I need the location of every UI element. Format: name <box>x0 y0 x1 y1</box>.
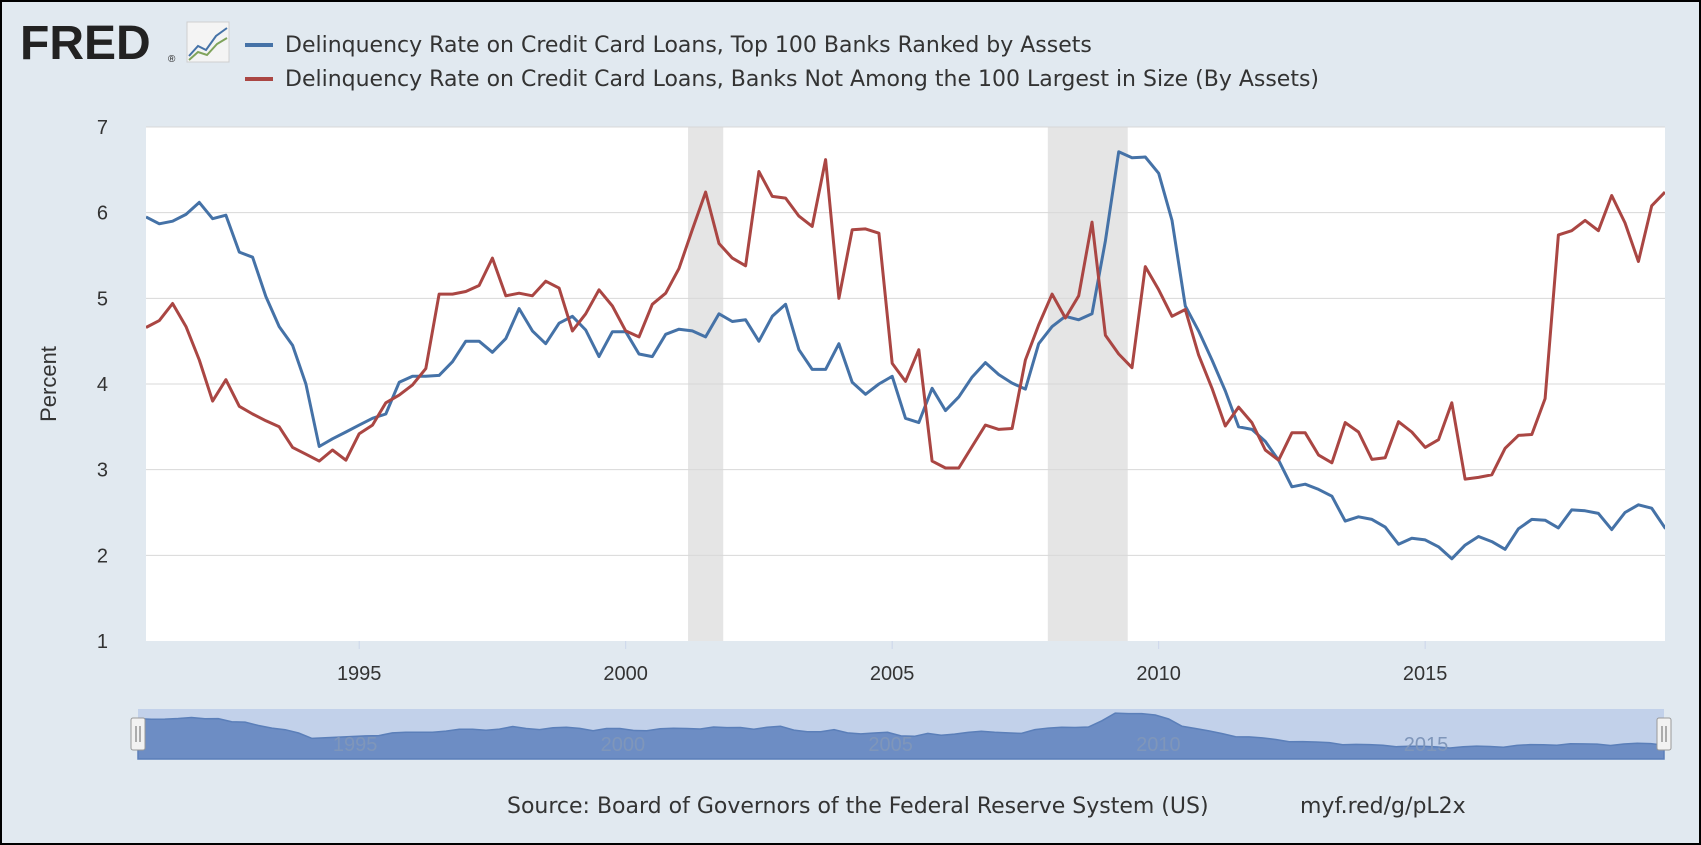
x-tick-label: 2015 <box>1403 663 1448 685</box>
navigator-area <box>137 712 1665 760</box>
x-tick-label: 2005 <box>870 663 915 685</box>
legend-label: Delinquency Rate on Credit Card Loans, B… <box>285 66 1320 92</box>
legend-swatch-red <box>245 77 273 81</box>
navigator[interactable]: 1995 2000 2005 2010 2015 <box>130 709 1672 760</box>
x-tick-label: 1995 <box>337 663 382 685</box>
navigator-label: 2010 <box>1136 734 1181 756</box>
navigator-handle-left[interactable] <box>130 717 146 751</box>
x-tick-label: 2000 <box>603 663 648 685</box>
navigator-label: 2015 <box>1404 734 1449 756</box>
series-line-1[interactable] <box>146 150 1678 561</box>
logo-chart-icon <box>186 21 230 63</box>
legend-item-not-top100[interactable]: Delinquency Rate on Credit Card Loans, B… <box>245 62 1319 96</box>
fred-logo[interactable]: FRED ® <box>20 16 235 68</box>
legend-swatch-blue <box>245 43 273 47</box>
navigator-label: 2000 <box>601 734 646 756</box>
legend: Delinquency Rate on Credit Card Loans, T… <box>245 28 1319 96</box>
short-link[interactable]: myf.red/g/pL2x <box>1300 794 1466 819</box>
y-axis-ticks: 1 2 3 4 5 6 7 <box>97 117 108 653</box>
y-tick-label: 1 <box>97 631 108 653</box>
y-tick-label: 4 <box>97 374 108 396</box>
y-tick-label: 3 <box>97 460 108 482</box>
x-tick-label: 2010 <box>1136 663 1181 685</box>
navigator-label: 1995 <box>333 734 378 756</box>
x-axis-ticks: 1995 2000 2005 2010 2015 <box>337 641 1447 685</box>
y-tick-label: 5 <box>97 288 108 310</box>
y-axis-title: Percent <box>36 346 61 422</box>
navigator-labels: 1995 2000 2005 2010 2015 <box>333 734 1448 756</box>
legend-label: Delinquency Rate on Credit Card Loans, T… <box>285 32 1092 58</box>
logo-text: FRED <box>20 17 151 68</box>
navigator-handle-right[interactable] <box>1656 717 1672 751</box>
source-note: Source: Board of Governors of the Federa… <box>507 794 1209 819</box>
grid-lines <box>146 126 1665 556</box>
y-tick-label: 2 <box>97 545 108 567</box>
navigator-label: 2005 <box>868 734 913 756</box>
y-tick-label: 6 <box>97 203 108 225</box>
legend-item-top100[interactable]: Delinquency Rate on Credit Card Loans, T… <box>245 28 1319 62</box>
logo-registered: ® <box>168 54 176 65</box>
y-tick-label: 7 <box>97 117 108 139</box>
series-lines <box>146 150 1678 561</box>
series-line-2[interactable] <box>146 158 1665 481</box>
